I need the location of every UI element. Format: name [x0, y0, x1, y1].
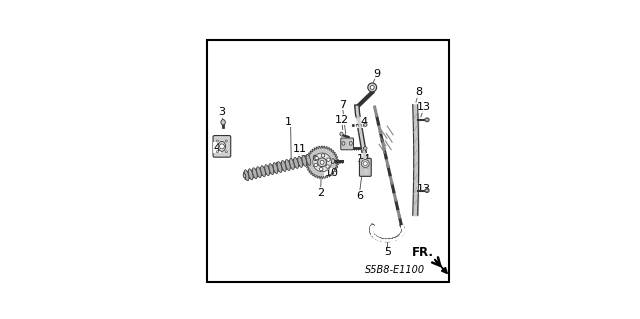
- Ellipse shape: [426, 189, 428, 192]
- Ellipse shape: [306, 154, 311, 165]
- Text: 12: 12: [335, 115, 349, 125]
- Ellipse shape: [331, 159, 335, 163]
- Text: 9: 9: [374, 69, 381, 79]
- Ellipse shape: [364, 147, 367, 150]
- Circle shape: [225, 140, 227, 142]
- Circle shape: [216, 151, 218, 153]
- Text: 13: 13: [417, 102, 431, 112]
- Text: FR.: FR.: [412, 246, 434, 259]
- Text: 1: 1: [285, 117, 292, 127]
- FancyBboxPatch shape: [340, 138, 353, 150]
- Circle shape: [326, 165, 330, 168]
- Ellipse shape: [289, 159, 294, 169]
- Ellipse shape: [273, 163, 278, 174]
- Text: 10: 10: [324, 168, 339, 178]
- Text: 8: 8: [415, 87, 422, 97]
- Ellipse shape: [221, 120, 225, 125]
- Ellipse shape: [294, 158, 298, 168]
- Ellipse shape: [425, 118, 429, 122]
- Circle shape: [314, 163, 317, 167]
- Ellipse shape: [426, 119, 428, 121]
- Ellipse shape: [282, 160, 286, 172]
- Text: S5B8-E1100: S5B8-E1100: [365, 265, 425, 275]
- Ellipse shape: [285, 160, 290, 170]
- Ellipse shape: [277, 161, 282, 173]
- Text: 14: 14: [356, 154, 371, 164]
- Text: 4: 4: [213, 143, 221, 152]
- FancyArrow shape: [244, 155, 314, 179]
- Circle shape: [368, 83, 376, 92]
- Ellipse shape: [243, 174, 246, 178]
- Ellipse shape: [425, 189, 429, 193]
- Text: 6: 6: [356, 191, 363, 201]
- Text: 2: 2: [317, 188, 324, 198]
- Ellipse shape: [260, 166, 266, 177]
- Text: 14: 14: [355, 117, 369, 127]
- Polygon shape: [306, 146, 339, 179]
- FancyBboxPatch shape: [360, 159, 371, 176]
- Ellipse shape: [252, 168, 257, 179]
- Text: 5: 5: [384, 248, 391, 257]
- Circle shape: [327, 158, 330, 161]
- Text: 3: 3: [218, 107, 225, 117]
- Circle shape: [371, 85, 374, 89]
- Ellipse shape: [298, 156, 303, 167]
- Circle shape: [317, 158, 326, 167]
- Ellipse shape: [342, 142, 345, 145]
- FancyArrow shape: [435, 259, 447, 274]
- Ellipse shape: [364, 123, 367, 126]
- Text: 7: 7: [339, 100, 346, 110]
- Circle shape: [320, 160, 324, 164]
- Ellipse shape: [265, 165, 269, 176]
- Ellipse shape: [302, 155, 307, 167]
- Ellipse shape: [244, 170, 249, 181]
- Text: 11: 11: [292, 144, 307, 154]
- Circle shape: [321, 154, 324, 157]
- Circle shape: [364, 162, 367, 166]
- Polygon shape: [313, 153, 332, 172]
- Circle shape: [220, 144, 225, 149]
- Ellipse shape: [218, 141, 225, 151]
- Circle shape: [216, 140, 218, 142]
- Circle shape: [362, 160, 369, 167]
- Text: 13: 13: [417, 184, 431, 194]
- Circle shape: [225, 151, 227, 153]
- Ellipse shape: [340, 132, 343, 136]
- Circle shape: [319, 167, 323, 171]
- Ellipse shape: [313, 155, 317, 160]
- Ellipse shape: [269, 164, 274, 174]
- Ellipse shape: [349, 142, 352, 145]
- Ellipse shape: [257, 167, 261, 178]
- FancyBboxPatch shape: [213, 136, 231, 157]
- Circle shape: [315, 156, 318, 160]
- Ellipse shape: [248, 169, 253, 180]
